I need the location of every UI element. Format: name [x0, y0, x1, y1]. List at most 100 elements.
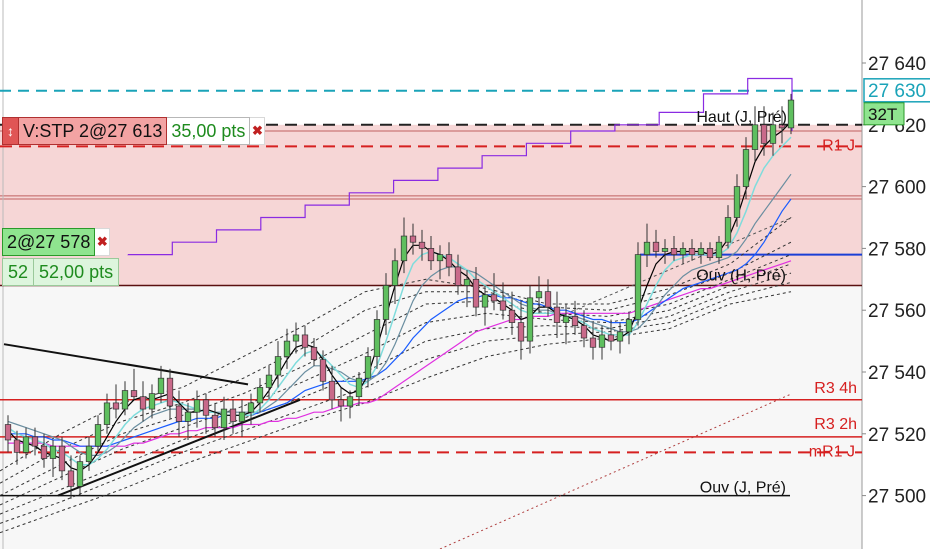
- candle: [526, 285, 534, 354]
- drag-handle-icon[interactable]: ↕: [2, 117, 19, 145]
- candle: [625, 313, 633, 345]
- candle: [760, 106, 768, 156]
- candle: [112, 384, 120, 419]
- time-tag: [863, 102, 905, 126]
- candle: [292, 322, 300, 354]
- candle-body: [166, 377, 174, 407]
- candle: [22, 427, 30, 459]
- y-tick-label: 27 540: [868, 363, 926, 384]
- candle: [310, 338, 318, 366]
- candle-body: [697, 248, 705, 255]
- candle-body: [310, 346, 318, 360]
- position-quantity: 52: [2, 258, 35, 286]
- candle-body: [346, 396, 354, 407]
- candle-body: [148, 393, 156, 410]
- candle: [652, 229, 660, 258]
- candle: [31, 427, 39, 456]
- stop-order-label[interactable]: V:STP 2@27 613: [19, 117, 168, 145]
- candle-body: [211, 414, 219, 428]
- candle: [220, 396, 228, 440]
- candle-body: [679, 248, 687, 255]
- lower-shade: [0, 285, 862, 549]
- candle-body: [625, 319, 633, 333]
- candle: [76, 455, 84, 496]
- candle: [274, 341, 282, 388]
- candle-body: [589, 337, 597, 348]
- candle-body: [40, 445, 48, 459]
- position-points: 52,00 pts: [34, 258, 120, 286]
- candle: [247, 393, 255, 425]
- cancel-stop-icon[interactable]: ✖: [250, 117, 266, 145]
- candle-body: [22, 436, 30, 453]
- candle: [697, 242, 705, 264]
- candle: [319, 350, 327, 391]
- candle: [157, 365, 165, 403]
- candle-body: [220, 408, 228, 428]
- candle: [787, 93, 795, 135]
- y-tick-label: 27 520: [868, 425, 926, 446]
- level-label: mR1 J: [809, 443, 855, 460]
- candle: [121, 381, 129, 416]
- y-tick-label: 27 600: [868, 178, 926, 199]
- stop-order-tag[interactable]: ↕ V:STP 2@27 613 35,00 pts ✖: [2, 117, 266, 145]
- candle: [256, 378, 264, 413]
- candle-body: [292, 334, 300, 342]
- candle-body: [688, 248, 696, 255]
- position-tag[interactable]: 52 52,00 pts: [2, 258, 120, 286]
- candle: [373, 310, 381, 369]
- candle-body: [535, 291, 543, 299]
- y-tick-label: 27 580: [868, 239, 926, 260]
- candle: [445, 242, 453, 277]
- candle-body: [760, 124, 768, 144]
- red-dotted-trend: [439, 393, 793, 549]
- candle-body: [598, 334, 606, 348]
- level-label: R3 2h: [814, 416, 857, 433]
- candle: [679, 242, 687, 264]
- candle: [724, 205, 732, 249]
- level-label: Haut (J, Pré): [696, 109, 787, 126]
- candle-body: [643, 241, 651, 255]
- candle: [418, 229, 426, 261]
- candle-body: [382, 285, 390, 320]
- limit-order-tag[interactable]: 2@27 578 ✖: [2, 228, 111, 256]
- candle-body: [715, 241, 723, 259]
- candle-body: [391, 260, 399, 286]
- candle-body: [337, 399, 345, 407]
- candle-body: [373, 319, 381, 357]
- candle-body: [31, 436, 39, 447]
- candle: [589, 322, 597, 360]
- cancel-limit-icon[interactable]: ✖: [95, 228, 111, 256]
- candle: [211, 402, 219, 437]
- candle-body: [157, 377, 165, 394]
- candle: [616, 322, 624, 354]
- candle: [13, 430, 21, 465]
- y-tick-label: 27 640: [868, 54, 926, 75]
- candle-body: [427, 248, 435, 262]
- candle-body: [724, 217, 732, 243]
- long-ma-line: [0, 254, 792, 497]
- candle: [130, 368, 138, 400]
- candle: [742, 137, 750, 199]
- candle-body: [463, 278, 471, 286]
- candle: [229, 399, 237, 434]
- candle: [490, 273, 498, 311]
- candle: [670, 236, 678, 261]
- support-trendline: [57, 398, 301, 497]
- candle-body: [202, 399, 210, 416]
- limit-order-label[interactable]: 2@27 578: [2, 228, 96, 256]
- candle: [544, 279, 552, 317]
- candle-body: [733, 186, 741, 218]
- candle-body: [562, 316, 570, 323]
- candle: [175, 390, 183, 437]
- candle: [85, 436, 93, 471]
- candle-body: [265, 374, 273, 388]
- candle-body: [580, 325, 588, 339]
- fast-ma-line: [7, 121, 792, 472]
- candle: [337, 387, 345, 422]
- candle: [40, 433, 48, 468]
- candle: [481, 285, 489, 326]
- candle-body: [67, 470, 75, 487]
- candle-body: [481, 294, 489, 308]
- candle-body: [256, 387, 264, 404]
